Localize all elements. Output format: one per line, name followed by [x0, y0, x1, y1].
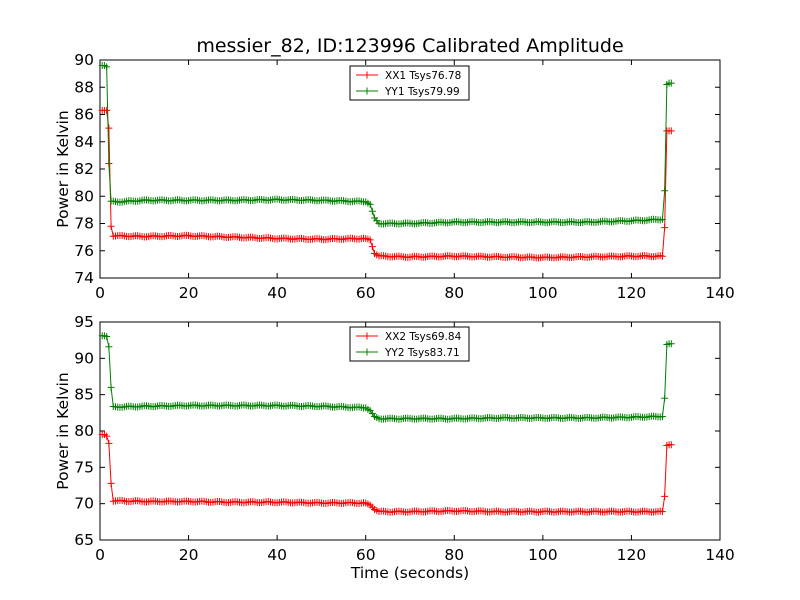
data-point-marker	[103, 63, 111, 71]
x-tick-label: 80	[444, 284, 464, 302]
series-yy2	[98, 332, 675, 423]
x-tick-label: 120	[617, 546, 647, 564]
series-yy1	[98, 61, 675, 228]
data-point-marker	[105, 124, 113, 132]
x-tick-label: 140	[705, 284, 735, 302]
y-tick-label: 84	[74, 133, 94, 151]
y-tick-label: 90	[74, 51, 94, 69]
y-tick-label: 70	[74, 495, 94, 513]
data-point-marker	[105, 160, 113, 168]
data-point-marker	[107, 479, 115, 487]
y-tick-label: 65	[74, 531, 94, 549]
data-point-marker	[658, 252, 666, 260]
data-point-marker	[661, 492, 669, 500]
x-tick-label: 100	[528, 284, 558, 302]
bottom-panel: 0 20 40 60 80 100 120 140 65 70 75 80 85 90 95 Power in…	[54, 313, 735, 582]
data-point-marker	[658, 215, 666, 223]
data-point-marker	[667, 127, 675, 135]
data-point-marker	[103, 106, 111, 114]
x-tick-label: 60	[356, 546, 376, 564]
legend-marker	[364, 332, 370, 340]
y-tick-label: 74	[74, 269, 94, 287]
data-point-marker	[107, 383, 115, 391]
data-point-marker	[667, 441, 675, 449]
data-point-marker	[667, 340, 675, 348]
data-point-marker	[103, 432, 111, 440]
data-point-marker	[661, 224, 669, 232]
y-tick-label: 78	[74, 215, 94, 233]
legend-marker	[364, 71, 370, 79]
y-tick-label: 75	[74, 458, 94, 476]
x-tick-label: 40	[267, 284, 287, 302]
x-tick-label: 140	[705, 546, 735, 564]
series-xx2	[98, 431, 675, 516]
data-point-marker	[103, 333, 111, 341]
legend-marker	[364, 348, 370, 356]
legend-marker	[364, 87, 370, 95]
y-tick-label: 80	[74, 422, 94, 440]
data-point-marker	[107, 222, 115, 230]
legend-label: XX2 Tsys69.84	[385, 331, 462, 343]
data-point-marker	[105, 343, 113, 351]
data-point-marker	[368, 207, 376, 215]
series-xx1	[98, 106, 675, 262]
x-tick-label: 20	[179, 284, 199, 302]
data-point-marker	[366, 236, 374, 244]
data-point-marker	[368, 243, 376, 251]
legend-box	[349, 65, 470, 101]
data-point-marker	[658, 412, 666, 420]
y-tick-label: 85	[74, 386, 94, 404]
x-tick-label: 100	[528, 546, 558, 564]
y-tick-label: 76	[74, 242, 94, 260]
x-tick-label: 0	[95, 284, 105, 302]
legend: XX1 Tsys76.78 YY1 Tsys79.99	[349, 65, 470, 101]
y-tick-label: 82	[74, 160, 94, 178]
x-axis-label: Time (seconds)	[350, 564, 469, 582]
y-tick-label: 88	[74, 78, 94, 96]
legend: XX2 Tsys69.84 YY2 Tsys83.71	[349, 326, 470, 362]
y-tick-label: 80	[74, 187, 94, 205]
legend-label: YY1 Tsys79.99	[384, 86, 460, 98]
x-tick-label: 20	[179, 546, 199, 564]
top-panel: 0 20 40 60 80 100 120 140 74 76 78 80 82 84 86 88 90 Powe…	[54, 51, 735, 302]
y-tick-label: 95	[74, 313, 94, 331]
y-tick-label: 86	[74, 106, 94, 124]
x-tick-label: 80	[444, 546, 464, 564]
data-point-marker	[667, 79, 675, 87]
legend-label: XX1 Tsys76.78	[385, 70, 461, 82]
data-point-marker	[658, 508, 666, 516]
figure-title: messier_82, ID:123996 Calibrated Amplitu…	[196, 35, 623, 57]
x-tick-label: 120	[617, 284, 647, 302]
y-axis-label: Power in Kelvin	[54, 372, 72, 489]
data-point-marker	[105, 439, 113, 447]
x-tick-label: 60	[356, 284, 376, 302]
legend-label: YY2 Tsys83.71	[384, 347, 460, 359]
x-tick-label: 0	[95, 546, 105, 564]
data-point-marker	[661, 394, 669, 402]
y-tick-label: 90	[74, 349, 94, 367]
x-tick-label: 40	[267, 546, 287, 564]
data-point-marker	[366, 200, 374, 208]
legend-box	[349, 326, 470, 362]
y-axis-label: Power in Kelvin	[54, 110, 72, 227]
data-point-marker	[661, 187, 669, 195]
